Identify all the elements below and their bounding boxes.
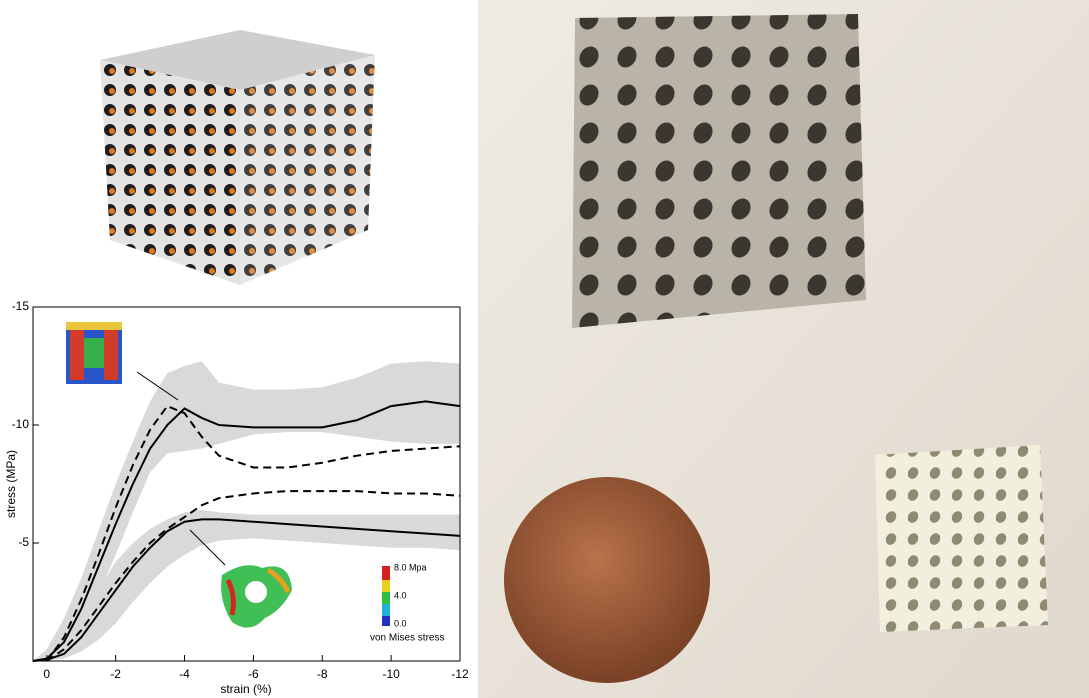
x-tick-label: -10 <box>382 667 400 681</box>
line <box>32 518 461 662</box>
colorbar-title: von Mises stress <box>370 633 444 644</box>
inset-cube <box>66 322 122 384</box>
line <box>45 404 461 662</box>
x-tick-label: -8 <box>317 667 328 681</box>
y-axis-label: stress (MPa) <box>4 450 18 518</box>
x-tick-label: 0 <box>43 667 50 681</box>
colorbar-label: 0.0 <box>394 618 407 628</box>
x-tick-label: -4 <box>179 667 190 681</box>
band <box>33 361 460 661</box>
colorbar <box>382 566 390 626</box>
cube-left <box>100 60 240 285</box>
x-tick-label: -12 <box>451 667 469 681</box>
plot-frame <box>32 306 461 662</box>
bands <box>33 361 460 661</box>
cube-top <box>100 30 375 90</box>
colorbar-label: 8.0 Mpa <box>394 562 427 572</box>
small-lattice-cube <box>875 445 1048 632</box>
arrow <box>136 371 179 401</box>
line <box>46 490 461 662</box>
band <box>33 509 460 661</box>
y-tick-label: -15 <box>12 299 30 313</box>
line <box>32 400 461 662</box>
x-axis-label: strain (%) <box>220 682 271 696</box>
arrow <box>189 529 226 566</box>
x-tick-label: -2 <box>110 667 121 681</box>
large-lattice-cube <box>572 14 866 328</box>
y-tick-label: -10 <box>12 417 30 431</box>
colorbar-label: 4.0 <box>394 590 407 600</box>
render <box>100 30 375 285</box>
inset-cell <box>221 565 292 628</box>
x-tick-label: -6 <box>248 667 259 681</box>
coin <box>504 477 710 683</box>
y-tick-label: -5 <box>18 535 29 549</box>
cube-right <box>240 55 375 285</box>
chart: stress (MPa) strain (%) 8.0 Mpa 4.0 0.0 <box>4 299 469 696</box>
photo <box>478 0 1089 698</box>
